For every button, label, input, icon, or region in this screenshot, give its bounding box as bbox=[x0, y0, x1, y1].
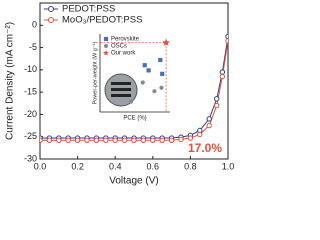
x-tick-label: 0.4 bbox=[109, 161, 122, 171]
legend-label: MoO₃/PEDOT:PSS bbox=[62, 15, 142, 26]
marker bbox=[178, 136, 184, 143]
marker bbox=[158, 57, 163, 63]
x-tick-label: 0.2 bbox=[71, 161, 84, 171]
marker bbox=[152, 89, 157, 94]
marker bbox=[56, 137, 62, 143]
legend-marker bbox=[48, 6, 54, 12]
marker bbox=[74, 137, 81, 143]
legend-label: Perovskite bbox=[111, 37, 140, 43]
marker bbox=[230, 7, 234, 11]
marker bbox=[214, 102, 220, 109]
marker bbox=[214, 96, 220, 102]
marker bbox=[219, 69, 226, 75]
y-tick-label: -5 bbox=[29, 42, 37, 52]
marker bbox=[65, 137, 71, 143]
chart: -30 -25 -20 -15 -10 -5 0 0.0 0.2 0.4 0.6 0.8 1.0 Volt… bbox=[5, 2, 235, 187]
marker bbox=[146, 68, 151, 73]
y-tick-label: 0 bbox=[32, 20, 37, 30]
marker bbox=[93, 137, 100, 143]
legend-marker bbox=[103, 36, 109, 42]
marker bbox=[142, 63, 147, 68]
page: -30 -25 -20 -15 -10 -5 0 0.0 0.2 0.4 0.6 0.8 1.0 Volt… bbox=[4, 2, 235, 187]
marker bbox=[46, 137, 53, 143]
marker bbox=[197, 131, 203, 138]
x-tick-label: 0.8 bbox=[184, 161, 197, 171]
marker bbox=[40, 137, 43, 143]
marker bbox=[219, 73, 226, 80]
marker bbox=[103, 137, 109, 143]
marker bbox=[140, 80, 145, 85]
x-tick-label: 0.0 bbox=[34, 161, 47, 171]
y-tick-label: -30 bbox=[24, 153, 37, 163]
annotation: 17.0% bbox=[188, 141, 222, 155]
marker bbox=[131, 137, 137, 143]
marker bbox=[160, 71, 165, 76]
legend-marker bbox=[48, 17, 54, 23]
legend-label: OSCs bbox=[111, 44, 127, 50]
marker bbox=[84, 137, 90, 143]
y-tick-label: -20 bbox=[24, 109, 37, 119]
y-axis-label: Current Density (mA cm⁻²) bbox=[5, 22, 16, 140]
x-tick-label: 1.0 bbox=[222, 161, 235, 171]
inset-y-label: Power-per-weight (W g⁻¹) bbox=[92, 41, 98, 104]
marker bbox=[187, 135, 194, 141]
series-group bbox=[40, 7, 234, 143]
y-tick-label: -25 bbox=[24, 131, 37, 141]
inset-x-label: PCE (%) bbox=[123, 116, 146, 122]
y-tick-label: -15 bbox=[24, 87, 37, 97]
marker bbox=[112, 137, 118, 143]
legend-marker bbox=[103, 43, 109, 49]
y-tick-label: -10 bbox=[24, 64, 37, 74]
marker bbox=[206, 122, 212, 129]
legend-label: Our work bbox=[111, 51, 136, 57]
marker bbox=[225, 38, 228, 44]
plot-frame bbox=[39, 2, 229, 160]
legend-marker bbox=[103, 50, 109, 56]
marker bbox=[230, 12, 234, 16]
inset-photo bbox=[104, 73, 138, 107]
marker bbox=[129, 99, 134, 104]
x-tick-label: 0.6 bbox=[147, 161, 160, 171]
marker bbox=[150, 137, 156, 143]
marker bbox=[159, 137, 165, 143]
marker bbox=[206, 116, 212, 122]
marker bbox=[140, 137, 147, 143]
x-axis-label: Voltage (V) bbox=[109, 176, 158, 187]
marker bbox=[225, 33, 228, 40]
marker bbox=[159, 85, 164, 90]
marker bbox=[168, 137, 175, 143]
marker bbox=[162, 38, 170, 46]
marker bbox=[121, 137, 128, 143]
legend-label: PEDOT:PSS bbox=[62, 4, 115, 15]
